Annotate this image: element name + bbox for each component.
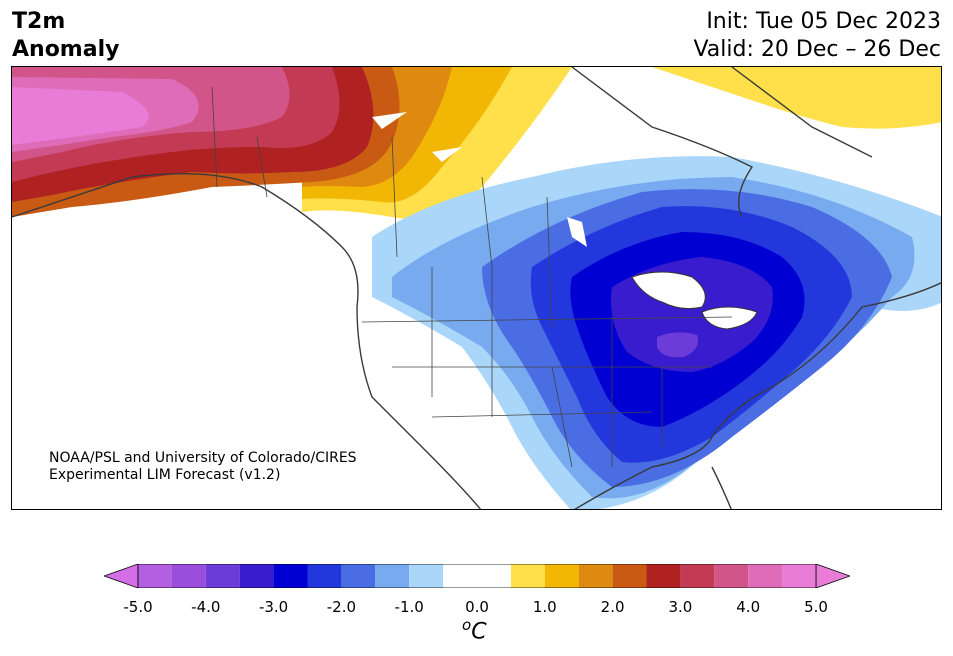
valid-date: Valid: 20 Dec – 26 Dec: [693, 37, 941, 62]
colorbar-min-extend: [104, 564, 139, 588]
init-date: Init: Tue 05 Dec 2023: [706, 9, 941, 34]
colorbar-bin: [646, 564, 681, 588]
colorbar-tick-label: -4.0: [191, 598, 221, 616]
colorbar-bin: [273, 564, 308, 588]
colorbar-bin: [171, 564, 206, 588]
colorbar-tick-label: -2.0: [326, 598, 357, 616]
unit-symbol: C: [471, 619, 487, 645]
colorbar-tick-label: 1.0: [532, 598, 557, 616]
colorbar-bin: [205, 564, 240, 588]
map-panel: [11, 66, 942, 510]
colorbar-tick-label: 4.0: [736, 598, 761, 616]
colorbar-bin: [443, 564, 511, 588]
colorbar-bin: [782, 564, 816, 588]
colorbar-bin: [612, 564, 647, 588]
credit-text: NOAA/PSL and University of Colorado/CIRE…: [49, 450, 357, 484]
colorbar-bin: [544, 564, 579, 588]
colorbar-max-extend: [815, 564, 850, 588]
colorbar-tick-label: -1.0: [394, 598, 424, 616]
state-province-borders: [211, 86, 733, 468]
credit-line-2: Experimental LIM Forecast (v1.2): [49, 467, 281, 483]
colorbar-tick-label: -3.0: [258, 598, 289, 616]
credit-line-1: NOAA/PSL and University of Colorado/CIRE…: [49, 450, 357, 466]
temperature-anomaly-map: [12, 67, 941, 509]
colorbar-unit-label: oC: [462, 616, 487, 644]
colorbar-tick-label: 5.0: [804, 598, 828, 616]
forecast-dates: Init: Tue 05 Dec 2023 Valid: 20 Dec – 26…: [693, 8, 941, 64]
colorbar-tick-label: 0.0: [465, 598, 489, 616]
colorbar-outline: [137, 564, 817, 588]
colorbar-bin: [239, 564, 274, 588]
colorbar-bin: [409, 564, 444, 588]
unit-degree-mark: o: [462, 616, 472, 634]
colorbar-tick-label: -5.0: [123, 598, 153, 616]
colorbar: [104, 564, 850, 588]
title-line-anomaly: Anomaly: [12, 37, 120, 62]
colorbar-tick-labels: -5.0 -4.0 -3.0 -2.0 -1.0 0.0 1.0 2.0 3.0 4.0 5.0: [0, 598, 953, 618]
colorbar-bin: [578, 564, 613, 588]
colorbar-bin: [748, 564, 783, 588]
warm-anomaly-region: [12, 67, 941, 219]
colorbar-bin: [680, 564, 715, 588]
great-lakes: [372, 112, 758, 330]
colorbar-tick-label: 3.0: [668, 598, 693, 616]
colorbar-bin: [714, 564, 749, 588]
colorbar-bin: [510, 564, 545, 588]
colorbar-bin: [138, 564, 172, 588]
colorbar-bin: [307, 564, 342, 588]
title-line-variable: T2m: [12, 9, 66, 34]
colorbar-tick-label: 2.0: [600, 598, 625, 616]
coastline-outlines: [12, 67, 941, 509]
cold-anomaly-region: [372, 156, 941, 509]
colorbar-bin: [375, 564, 410, 588]
colorbar-bin: [341, 564, 376, 588]
map-title: T2m Anomaly: [12, 8, 119, 64]
